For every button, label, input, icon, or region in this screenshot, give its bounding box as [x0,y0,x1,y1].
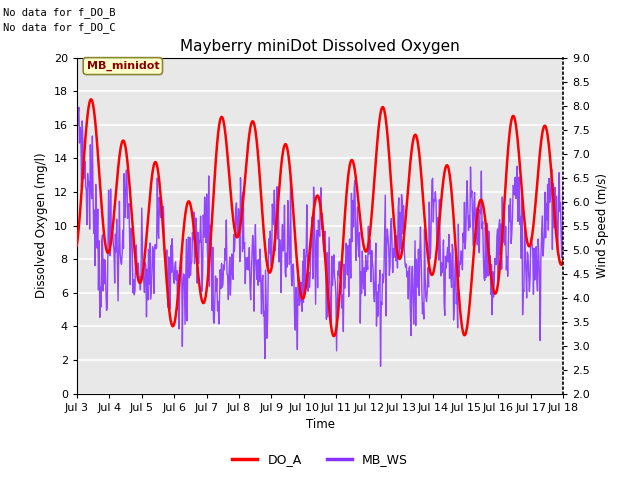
Y-axis label: Wind Speed (m/s): Wind Speed (m/s) [596,173,609,278]
Text: No data for f_DO_C: No data for f_DO_C [3,22,116,33]
Text: No data for f_DO_B: No data for f_DO_B [3,7,116,18]
Text: MB_minidot: MB_minidot [86,61,159,71]
Title: Mayberry miniDot Dissolved Oxygen: Mayberry miniDot Dissolved Oxygen [180,39,460,54]
Y-axis label: Dissolved Oxygen (mg/l): Dissolved Oxygen (mg/l) [35,153,48,299]
Legend: DO_A, MB_WS: DO_A, MB_WS [227,448,413,471]
X-axis label: Time: Time [305,418,335,431]
